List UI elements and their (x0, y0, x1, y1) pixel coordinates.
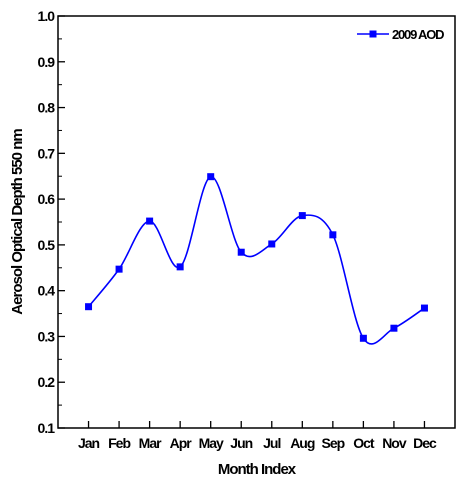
data-point-aug (298, 212, 306, 220)
x-tick-label: Dec (413, 435, 437, 451)
y-tick-label: 0.6 (38, 191, 56, 207)
y-tick-label: 0.4 (38, 283, 56, 299)
data-point-mar (146, 217, 154, 225)
legend-entry-2009-aod: 2009 AOD (392, 27, 444, 42)
data-point-oct (359, 334, 367, 342)
x-tick-label: Jun (230, 435, 252, 451)
x-tick-label: Apr (170, 435, 193, 451)
data-point-apr (176, 263, 184, 271)
data-point-nov (390, 324, 398, 332)
x-tick-label: Oct (353, 435, 375, 451)
data-point-jan (85, 303, 93, 311)
y-tick-labels: 0.1 0.2 0.3 0.4 0.5 0.6 0.7 0.8 0.9 1.0 (38, 8, 57, 436)
x-tick-label: Nov (382, 435, 407, 451)
x-axis-ticks (87, 421, 426, 428)
y-tick-label: 0.1 (38, 420, 56, 436)
x-tick-label: May (199, 435, 224, 451)
y-tick-label: 0.3 (38, 328, 56, 344)
x-tick-label: Feb (108, 435, 130, 451)
x-tick-label: Jul (263, 435, 280, 451)
y-axis-ticks (58, 15, 65, 429)
plot-frame (57, 15, 456, 429)
y-tick-label: 0.9 (38, 54, 56, 70)
series-line-2009-aod (87, 175, 425, 345)
y-tick-label: 0.8 (38, 100, 56, 116)
data-point-jul (268, 240, 276, 248)
y-axis-label: Aerosol Optical Depth 550 nm (9, 129, 26, 315)
data-point-jun (237, 248, 245, 256)
y-tick-label: 1.0 (38, 8, 56, 24)
x-axis-label: Month Index (218, 461, 297, 478)
data-point-dec (420, 304, 428, 312)
x-tick-label: Sep (322, 435, 345, 451)
legend: 2009 AOD (357, 27, 445, 42)
legend-marker-swatch (369, 30, 377, 38)
data-point-sep (329, 231, 337, 239)
data-point-may (207, 173, 215, 181)
x-tick-labels: Jan Feb Mar Apr May Jun Jul Aug Sep Oct Nov Dec (78, 435, 438, 451)
y-tick-label: 0.7 (38, 145, 56, 161)
y-tick-label: 0.2 (38, 374, 56, 390)
x-tick-label: Mar (139, 435, 162, 451)
data-point-feb (115, 265, 123, 273)
y-tick-label: 0.5 (38, 237, 56, 253)
x-tick-label: Jan (78, 435, 100, 451)
x-tick-label: Aug (290, 435, 315, 451)
series-markers (85, 173, 428, 342)
